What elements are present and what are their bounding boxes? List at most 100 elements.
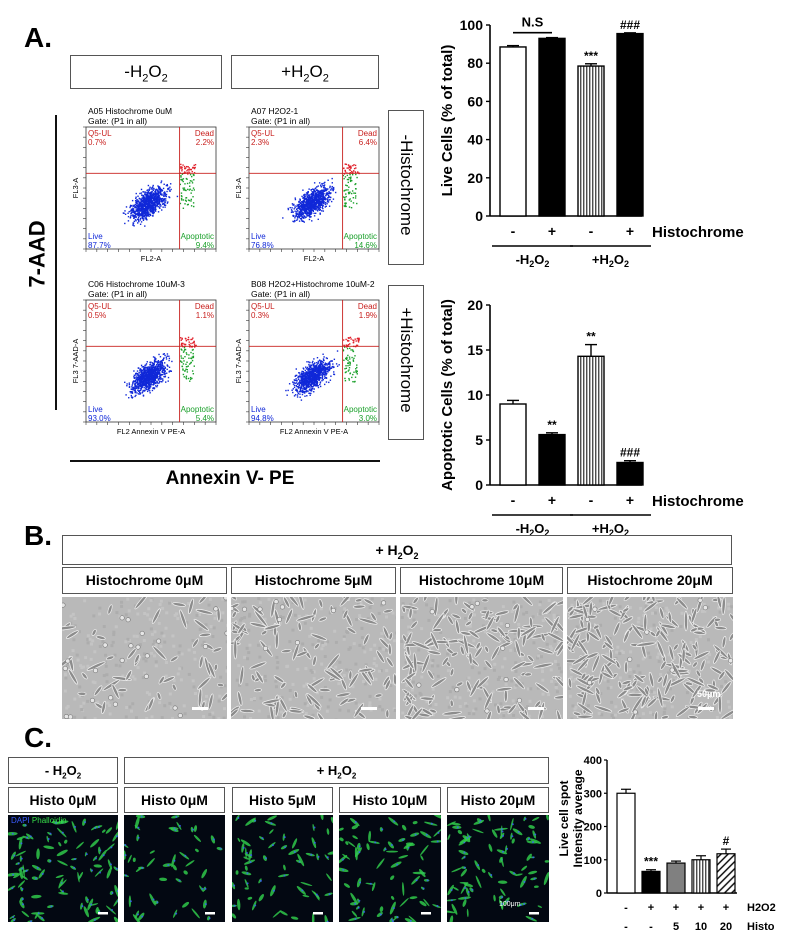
flow-plot-a05: A05 Histochrome 0uM Gate: (P1 in all) Q5-U…	[62, 105, 222, 275]
cell	[512, 603, 519, 611]
dapi-nucleus	[21, 867, 24, 870]
bar	[499, 403, 527, 486]
cell	[323, 669, 342, 681]
flow-ul-val: 0.3%	[251, 311, 269, 320]
dapi-nucleus	[141, 915, 144, 918]
phalloidin-cell	[179, 851, 190, 860]
cell	[587, 631, 600, 641]
row1-value: +	[648, 902, 654, 914]
flow-title: B08 H2O2+Histochrome 10uM-2	[251, 279, 375, 289]
cell	[714, 617, 721, 622]
flow-ur-val: 1.9%	[359, 311, 377, 320]
phalloidin-cell	[20, 886, 23, 892]
dapi-nucleus	[156, 901, 159, 904]
cell	[691, 643, 698, 651]
dapi-nucleus	[124, 854, 127, 857]
panel-b-header: + H2O2	[62, 535, 732, 565]
cell	[212, 647, 223, 653]
phalloidin-cell	[391, 895, 395, 900]
dapi-nucleus	[24, 824, 27, 827]
cell	[383, 608, 393, 614]
cell	[359, 668, 372, 686]
cell	[231, 708, 239, 719]
round-cell	[63, 714, 69, 719]
phalloidin-cell	[447, 899, 457, 902]
cell	[199, 632, 212, 637]
cell	[455, 619, 460, 635]
dapi-nucleus	[415, 879, 418, 882]
cond-c-2: Histo 5μM	[232, 787, 333, 813]
phalloidin-cell	[449, 915, 454, 922]
phalloidin-cell	[19, 855, 22, 862]
cell	[353, 702, 365, 718]
phalloidin-cell	[106, 867, 112, 879]
phalloidin-cell	[210, 835, 216, 844]
cell	[698, 677, 705, 684]
dapi-nucleus	[519, 904, 522, 907]
cell	[716, 597, 722, 609]
round-cell	[139, 630, 145, 636]
phalloidin-cell	[36, 848, 40, 860]
row1-value: -	[624, 902, 628, 914]
cell	[518, 711, 532, 719]
dapi-nucleus	[250, 854, 253, 857]
y-tick-label: 20	[467, 170, 483, 186]
cell	[253, 688, 262, 693]
cell	[254, 610, 268, 627]
round-cell	[516, 697, 522, 703]
cell	[593, 624, 600, 630]
phalloidin-cell	[420, 831, 432, 839]
flow-ylabel: FL3-A	[234, 178, 243, 198]
fluor-scale-label: 100μm	[499, 901, 521, 908]
flow-lr-val: 9.4%	[196, 241, 214, 250]
phalloidin-cell	[351, 824, 359, 830]
phalloidin-cell	[447, 884, 454, 896]
cell	[649, 631, 657, 637]
dapi-nucleus	[392, 920, 395, 922]
flow-ylabel: FL3-A	[71, 178, 80, 198]
dapi-nucleus	[430, 822, 433, 825]
flow-xlabel: FL2 Annexin V PE-A	[117, 427, 185, 436]
phalloidin-cell	[290, 916, 299, 920]
phalloidin-cell	[505, 845, 508, 853]
cell	[690, 607, 698, 624]
cell	[410, 707, 423, 719]
dapi-nucleus	[111, 909, 114, 912]
cell	[631, 695, 644, 714]
dapi-nucleus	[61, 831, 64, 834]
fluor-svg	[232, 815, 333, 922]
dapi-nucleus	[414, 833, 417, 836]
flow-lr-name: Apoptotic	[344, 405, 377, 414]
dapi-nucleus	[422, 887, 425, 890]
fluor-svg	[8, 818, 118, 922]
cell	[538, 701, 545, 719]
phalloidin-cell	[324, 854, 329, 861]
y-axis-label: Live Cells (% of total)	[439, 45, 456, 197]
round-cell	[125, 617, 131, 623]
phalloidin-cell	[58, 877, 64, 889]
phalloidin-cell	[58, 841, 62, 847]
round-cell	[102, 642, 108, 648]
round-cell	[273, 599, 279, 605]
cell	[655, 629, 661, 638]
phalloidin-cell	[247, 896, 253, 900]
dapi-nucleus	[501, 850, 504, 853]
cell	[667, 611, 673, 624]
dapi-nucleus	[129, 900, 132, 903]
round-cell	[213, 606, 219, 612]
phalloidin-cell	[460, 868, 468, 877]
cell	[546, 631, 563, 642]
dapi-nucleus	[94, 827, 97, 830]
dapi-nucleus	[436, 840, 439, 843]
cell	[281, 649, 292, 654]
fluorescence-histo-5	[232, 815, 333, 922]
cell	[586, 675, 595, 683]
dapi-nucleus	[363, 910, 366, 913]
phalloidin-cell	[16, 836, 25, 841]
flow-ul-val: 0.7%	[88, 138, 106, 147]
phalloidin-cell	[339, 837, 344, 842]
cell	[617, 680, 623, 689]
phalloidin-cell	[503, 897, 510, 906]
scale-bar	[98, 912, 108, 915]
